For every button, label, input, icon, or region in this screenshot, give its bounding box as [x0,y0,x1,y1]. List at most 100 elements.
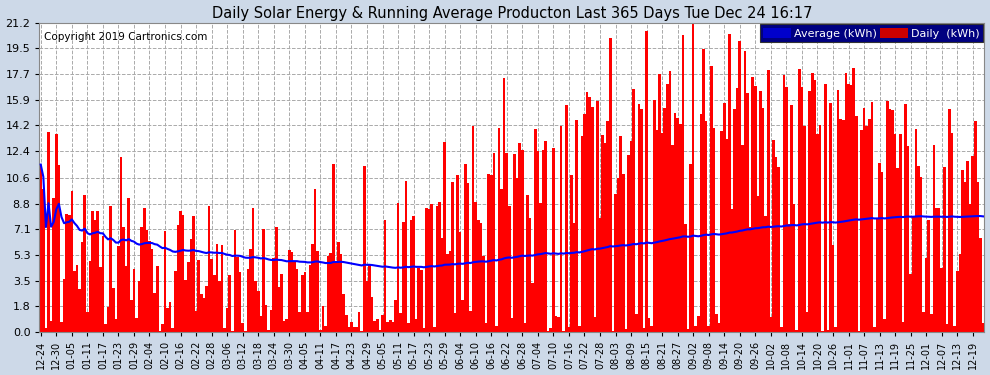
Bar [785,87,788,332]
Bar [91,211,94,332]
Bar [840,118,842,332]
Bar [814,80,816,332]
Bar [461,300,464,332]
Bar [790,105,793,332]
Bar [633,89,635,332]
Bar [459,232,461,332]
Bar [844,73,847,332]
Bar [979,238,982,332]
Bar [153,293,156,332]
Bar [456,175,459,332]
Bar [169,302,171,332]
Bar [788,224,790,332]
Bar [280,274,283,332]
Bar [857,331,860,332]
Bar [748,226,751,332]
Bar [234,230,237,332]
Bar [327,256,330,332]
Bar [358,312,360,332]
Bar [203,298,205,332]
Bar [945,324,948,332]
Bar [860,130,862,332]
Bar [418,268,420,332]
Bar [593,317,596,332]
Bar [213,275,216,332]
Bar [150,249,153,332]
Bar [42,189,45,332]
Bar [617,178,620,332]
Bar [221,245,224,332]
Bar [679,123,681,332]
Bar [242,322,244,332]
Bar [392,322,394,332]
Bar [158,331,161,332]
Bar [622,174,625,332]
Bar [386,322,389,332]
Bar [878,164,881,332]
Bar [410,220,412,332]
Bar [182,215,184,332]
Bar [338,242,340,332]
Bar [363,165,365,332]
Bar [756,196,759,332]
Bar [570,175,573,332]
Bar [578,326,580,332]
Bar [415,320,418,332]
Bar [764,216,767,332]
Bar [412,216,415,332]
Bar [407,323,410,332]
Bar [907,146,910,332]
Bar [902,322,904,332]
Bar [822,331,824,332]
Bar [332,165,335,332]
Bar [439,202,441,332]
Bar [575,120,578,332]
Bar [754,86,756,332]
Bar [75,266,78,332]
Bar [325,326,327,332]
Bar [104,324,107,332]
Bar [862,108,865,332]
Bar [176,225,179,332]
Bar [197,260,200,332]
Bar [806,312,809,332]
Bar [557,317,560,332]
Bar [347,327,350,332]
Bar [288,251,291,332]
Bar [524,322,527,332]
Bar [516,178,519,332]
Bar [542,150,545,332]
Bar [687,329,689,332]
Bar [761,108,764,332]
Bar [948,109,950,332]
Bar [824,84,827,332]
Bar [847,84,849,332]
Bar [148,242,150,332]
Bar [264,305,267,332]
Bar [710,66,713,332]
Bar [969,204,971,332]
Bar [436,206,439,332]
Bar [285,319,288,332]
Bar [971,156,974,332]
Bar [444,142,446,332]
Bar [930,314,933,332]
Bar [601,135,604,332]
Bar [190,239,192,332]
Bar [751,76,754,332]
Bar [259,316,262,332]
Bar [596,101,599,332]
Bar [855,116,857,332]
Bar [472,126,474,332]
Bar [161,324,163,332]
Bar [405,182,407,332]
Bar [352,327,355,332]
Bar [923,312,925,332]
Bar [692,23,694,332]
Bar [936,208,938,332]
Bar [920,177,923,332]
Bar [573,223,575,332]
Bar [291,252,293,332]
Bar [70,191,73,332]
Bar [89,261,91,332]
